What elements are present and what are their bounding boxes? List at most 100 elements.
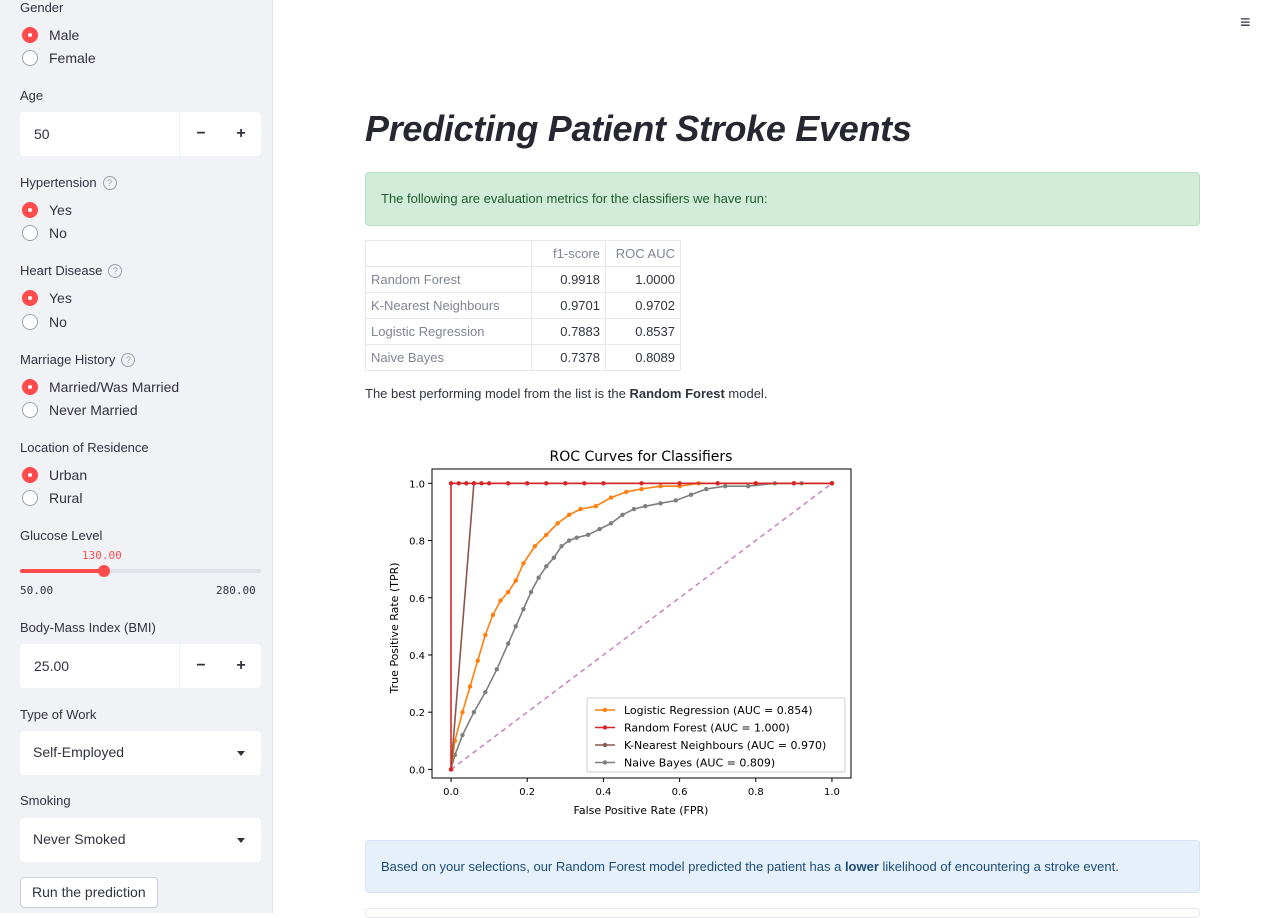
data-point	[791, 481, 797, 486]
data-point	[704, 486, 709, 492]
data-point	[658, 501, 663, 506]
gender-option-female[interactable]: Female	[22, 50, 96, 66]
data-point	[597, 526, 602, 532]
help-icon[interactable]: ?	[108, 263, 123, 278]
residence-option-urban[interactable]: Urban	[22, 467, 87, 483]
data-point	[578, 506, 583, 512]
legend-label: K-Nearest Neighbours (AUC = 0.970)	[624, 739, 826, 752]
data-point	[620, 512, 625, 517]
data-point	[601, 481, 606, 486]
hypertension-label: Hypertension?	[20, 175, 117, 190]
data-point	[829, 481, 835, 486]
table-cell: 0.8089	[605, 344, 681, 371]
radio-label: Rural	[49, 490, 83, 506]
data-point	[456, 481, 461, 486]
legend-label: Random Forest (AUC = 1.000)	[624, 722, 790, 735]
age-decrement-button[interactable]: −	[196, 125, 206, 142]
data-point	[631, 506, 637, 512]
radio-icon	[22, 50, 38, 66]
hypertension-option-yes[interactable]: Yes	[22, 202, 72, 218]
data-point	[528, 589, 534, 595]
data-point	[479, 481, 484, 486]
smoking-label-text: Smoking	[20, 793, 71, 808]
radio-label: Female	[49, 50, 96, 66]
bmi-label-text: Body-Mass Index (BMI)	[20, 620, 156, 635]
gender-option-male[interactable]: Male	[22, 27, 79, 43]
page-title: Predicting Patient Stroke Events	[365, 108, 912, 149]
heart-disease-option-yes[interactable]: Yes	[22, 290, 72, 306]
data-point	[460, 709, 465, 715]
radio-label: Married/Was Married	[49, 379, 180, 395]
data-point	[521, 561, 526, 566]
age-number-input[interactable]: 50 − +	[20, 112, 261, 156]
chevron-down-icon	[237, 751, 245, 756]
data-point	[483, 689, 488, 695]
chevron-down-icon	[237, 838, 245, 843]
table-cell: Random Forest	[365, 266, 532, 293]
data-point	[525, 481, 530, 486]
hamburger-menu-icon[interactable]: ≡	[1240, 12, 1251, 32]
glucose-slider-max: 280.00	[216, 584, 256, 597]
y-tick-label: 0.4	[409, 651, 425, 662]
data-point	[624, 489, 629, 495]
table-cell: 1.0000	[605, 266, 681, 293]
table-cell: 0.7378	[531, 344, 606, 371]
prediction-info-alert: Based on your selections, our Random For…	[365, 840, 1200, 893]
table-cell: 0.8537	[605, 318, 681, 345]
glucose-slider-track[interactable]	[20, 569, 261, 573]
data-point	[715, 481, 720, 486]
data-point	[566, 538, 572, 543]
column-header: f1-score	[531, 240, 606, 267]
residence-option-rural[interactable]: Rural	[22, 490, 82, 506]
marriage-option-never[interactable]: Never Married	[22, 402, 138, 418]
y-tick-label: 0.6	[409, 594, 425, 605]
x-tick-label: 0.4	[595, 787, 611, 798]
help-icon[interactable]: ?	[121, 352, 136, 367]
age-increment-button[interactable]: +	[236, 125, 246, 142]
radio-label: Yes	[49, 290, 72, 306]
bmi-increment-button[interactable]: +	[236, 657, 246, 674]
divider	[179, 644, 180, 688]
table-cell: 0.9701	[531, 292, 606, 319]
data-point	[639, 481, 644, 486]
help-icon[interactable]: ?	[102, 175, 117, 190]
data-point	[544, 564, 549, 569]
data-point	[532, 544, 538, 549]
data-point	[673, 498, 678, 503]
info-prefix: Based on your selections, our Random For…	[381, 859, 845, 874]
run-prediction-button[interactable]: Run the prediction	[20, 877, 158, 908]
work-select-value: Self-Employed	[33, 744, 125, 760]
data-point	[448, 767, 454, 772]
glucose-slider-thumb[interactable]	[97, 565, 110, 577]
legend-box	[586, 697, 846, 773]
smoking-select-value: Never Smoked	[33, 831, 126, 847]
gender-label: Gender	[20, 0, 63, 15]
bmi-number-input[interactable]: 25.00 − +	[20, 644, 261, 688]
legend-label: Naive Bayes (AUC = 0.809)	[624, 757, 775, 770]
hypertension-option-no[interactable]: No	[22, 225, 67, 241]
data-point	[467, 684, 473, 689]
bmi-value[interactable]: 25.00	[34, 658, 70, 674]
age-value[interactable]: 50	[34, 126, 50, 142]
best-model-name: Random Forest	[629, 386, 725, 401]
data-point	[608, 521, 614, 526]
radio-label: Yes	[49, 202, 72, 218]
data-point	[471, 481, 477, 486]
data-point	[593, 503, 598, 509]
data-point	[555, 521, 560, 526]
data-point	[483, 632, 488, 638]
bmi-decrement-button[interactable]: −	[196, 657, 206, 674]
roc-chart: ROC Curves for Classifiers False Positiv…	[388, 449, 852, 817]
y-tick-label: 0.8	[409, 537, 425, 548]
marriage-option-married[interactable]: Married/Was Married	[22, 379, 179, 395]
heart-disease-label-text: Heart Disease	[20, 263, 103, 278]
table-row: K-Nearest Neighbours 0.9701 0.9702	[365, 292, 681, 319]
radio-icon	[22, 314, 38, 330]
heart-disease-option-no[interactable]: No	[22, 314, 67, 330]
radio-label: Male	[49, 27, 80, 43]
chart-ylabel: True Positive Rate (TPR)	[388, 562, 401, 694]
data-point	[559, 544, 564, 549]
smoking-select[interactable]: Never Smoked	[20, 818, 261, 862]
work-select[interactable]: Self-Employed	[20, 731, 261, 775]
chart-xlabel: False Positive Rate (FPR)	[574, 804, 709, 817]
